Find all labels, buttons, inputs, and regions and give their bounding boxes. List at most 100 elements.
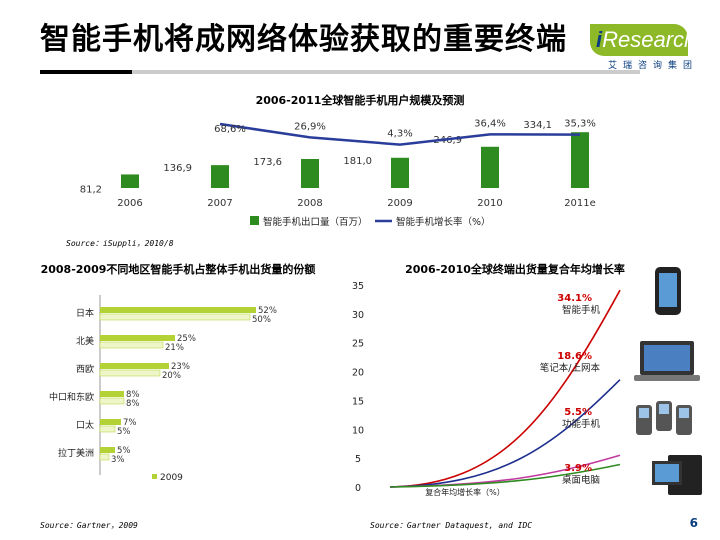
series-name-0: 智能手机: [562, 304, 601, 316]
y-tick-15: 15: [352, 396, 364, 407]
global-smartphone-chart: 2006-2011全球智能手机用户规模及预测 81,2 2006 136,9 2007 1…: [80, 93, 596, 228]
title-divider: [40, 70, 640, 74]
series-name-1: 笔记本/上网本: [540, 362, 601, 374]
logo-background: [590, 24, 688, 56]
logo-wordmark: iResearch: [596, 27, 697, 52]
growth-label-2011e: 35,3%: [564, 119, 596, 130]
bar-2006: [121, 174, 139, 188]
bar-2009-4: [100, 419, 121, 425]
value-2008-2: 20%: [162, 371, 181, 381]
legend-line-label: 智能手机增长率（%）: [396, 216, 491, 228]
cagr-value-1: 18.6%: [557, 351, 592, 362]
curve-0: [389, 289, 621, 488]
value-2009-5: 5%: [117, 446, 131, 456]
value-2008-4: 5%: [117, 427, 131, 437]
x-tick-2009: 2009: [387, 198, 412, 209]
cagr-value-0: 34.1%: [557, 293, 592, 304]
bar-value-2008: 173,6: [253, 157, 282, 168]
bar-2009-1: [100, 335, 175, 341]
value-2009-1: 25%: [177, 334, 196, 344]
laptop-base-icon: [634, 375, 700, 381]
region-label-4: 口太: [76, 419, 94, 431]
region-label-3: 中口和东欧: [49, 391, 94, 403]
chart1-source: Source：iSuppli，2010/8: [66, 239, 174, 248]
laptop-screen-icon: [644, 345, 690, 371]
chart1-title: 2006-2011全球智能手机用户规模及预测: [256, 93, 465, 107]
feature-phone-screen-icon: [659, 404, 669, 414]
feature-phone-screen-icon: [679, 408, 689, 418]
bar-2010: [481, 146, 499, 188]
growth-label-2009: 4,3%: [387, 129, 412, 140]
value-2009-2: 23%: [171, 362, 190, 372]
growth-line: [219, 122, 581, 146]
bar-value-2007: 136,9: [163, 163, 192, 174]
region-label-1: 北美: [76, 335, 94, 347]
region-label-0: 日本: [76, 307, 94, 319]
bar-2009-0: [100, 307, 256, 313]
y-tick-0: 0: [355, 483, 361, 494]
bar-2009-2: [100, 363, 169, 369]
legend-bar-label: 智能手机出口量（百万）: [263, 216, 368, 228]
bar-2008-2: [99, 369, 161, 377]
legend-bar-swatch: [250, 216, 259, 225]
cagr-chart: 2006-2010全球终端出货量复合年均增长率 35 30 25 20 15 10 5 0 34.…: [352, 262, 702, 497]
growth-label-2007: 68,6%: [214, 124, 246, 135]
chart3-source: Source：Gartner Dataquest, and IDC: [370, 521, 533, 530]
smartphone-screen-icon: [659, 273, 677, 307]
value-2009-4: 7%: [123, 418, 137, 428]
chart2-title: 2008-2009不同地区智能手机占整体手机出货量的份额: [41, 262, 316, 276]
bar-value-2009: 181,0: [343, 156, 372, 167]
curve-3: [389, 463, 621, 488]
chart3-title: 2006-2010全球终端出货量复合年均增长率: [405, 262, 625, 276]
legend-2009-swatch: [152, 474, 157, 479]
cagr-value-3: 3.9%: [564, 463, 592, 474]
y-tick-10: 10: [352, 425, 364, 436]
y-tick-20: 20: [352, 368, 364, 379]
x-tick-2006: 2006: [117, 198, 142, 209]
chart3-xlabel: 复合年均增长率（%）: [425, 487, 505, 497]
y-tick-25: 25: [352, 339, 364, 350]
value-2009-3: 8%: [126, 390, 140, 400]
value-2008-1: 21%: [165, 343, 184, 353]
page-title: 智能手机将成网络体验获取的重要终端: [40, 22, 567, 57]
logo-subtitle: 艾瑞咨询集团: [608, 61, 699, 71]
y-tick-5: 5: [355, 454, 361, 465]
region-label-5: 拉丁美洲: [58, 447, 94, 459]
bar-2008-3: [99, 397, 125, 405]
bar-2007: [211, 165, 229, 188]
growth-label-2008: 26,9%: [294, 121, 326, 132]
bar-value-2011e: 334,1: [523, 120, 552, 131]
bar-2008-1: [99, 341, 164, 349]
bar-2009-5: [100, 447, 115, 453]
curve-1: [389, 379, 621, 488]
value-2009-0: 52%: [258, 306, 277, 316]
bar-2008-5: [99, 453, 110, 461]
series-name-3: 桌面电脑: [562, 474, 600, 486]
y-tick-30: 30: [352, 310, 364, 321]
x-tick-2008: 2008: [297, 198, 322, 209]
page-number: 6: [689, 516, 698, 530]
bar-2011e: [571, 132, 589, 188]
value-2008-0: 50%: [252, 315, 271, 325]
y-tick-35: 35: [352, 281, 364, 292]
series-name-2: 功能手机: [562, 418, 601, 430]
legend-2009-label: 2009: [160, 473, 183, 483]
x-tick-2007: 2007: [207, 198, 232, 209]
bar-2008-4: [99, 425, 116, 433]
title-divider-accent: [40, 70, 132, 74]
growth-label-2010: 36,4%: [474, 118, 506, 129]
chart2-source: Source：Gartner，2009: [40, 521, 138, 530]
x-tick-2011e: 2011e: [564, 198, 596, 209]
bar-2009: [391, 157, 409, 188]
x-tick-2010: 2010: [477, 198, 502, 209]
feature-phone-screen-icon: [639, 408, 649, 418]
bar-value-2006: 81,2: [80, 184, 102, 195]
value-2008-3: 8%: [126, 399, 140, 409]
desktop-screen-icon: [655, 464, 679, 482]
bar-2008-0: [99, 313, 251, 321]
value-2008-5: 3%: [111, 455, 125, 465]
bar-2009-3: [100, 391, 124, 397]
cagr-value-2: 5.5%: [564, 407, 592, 418]
region-label-2: 西欧: [76, 363, 94, 375]
